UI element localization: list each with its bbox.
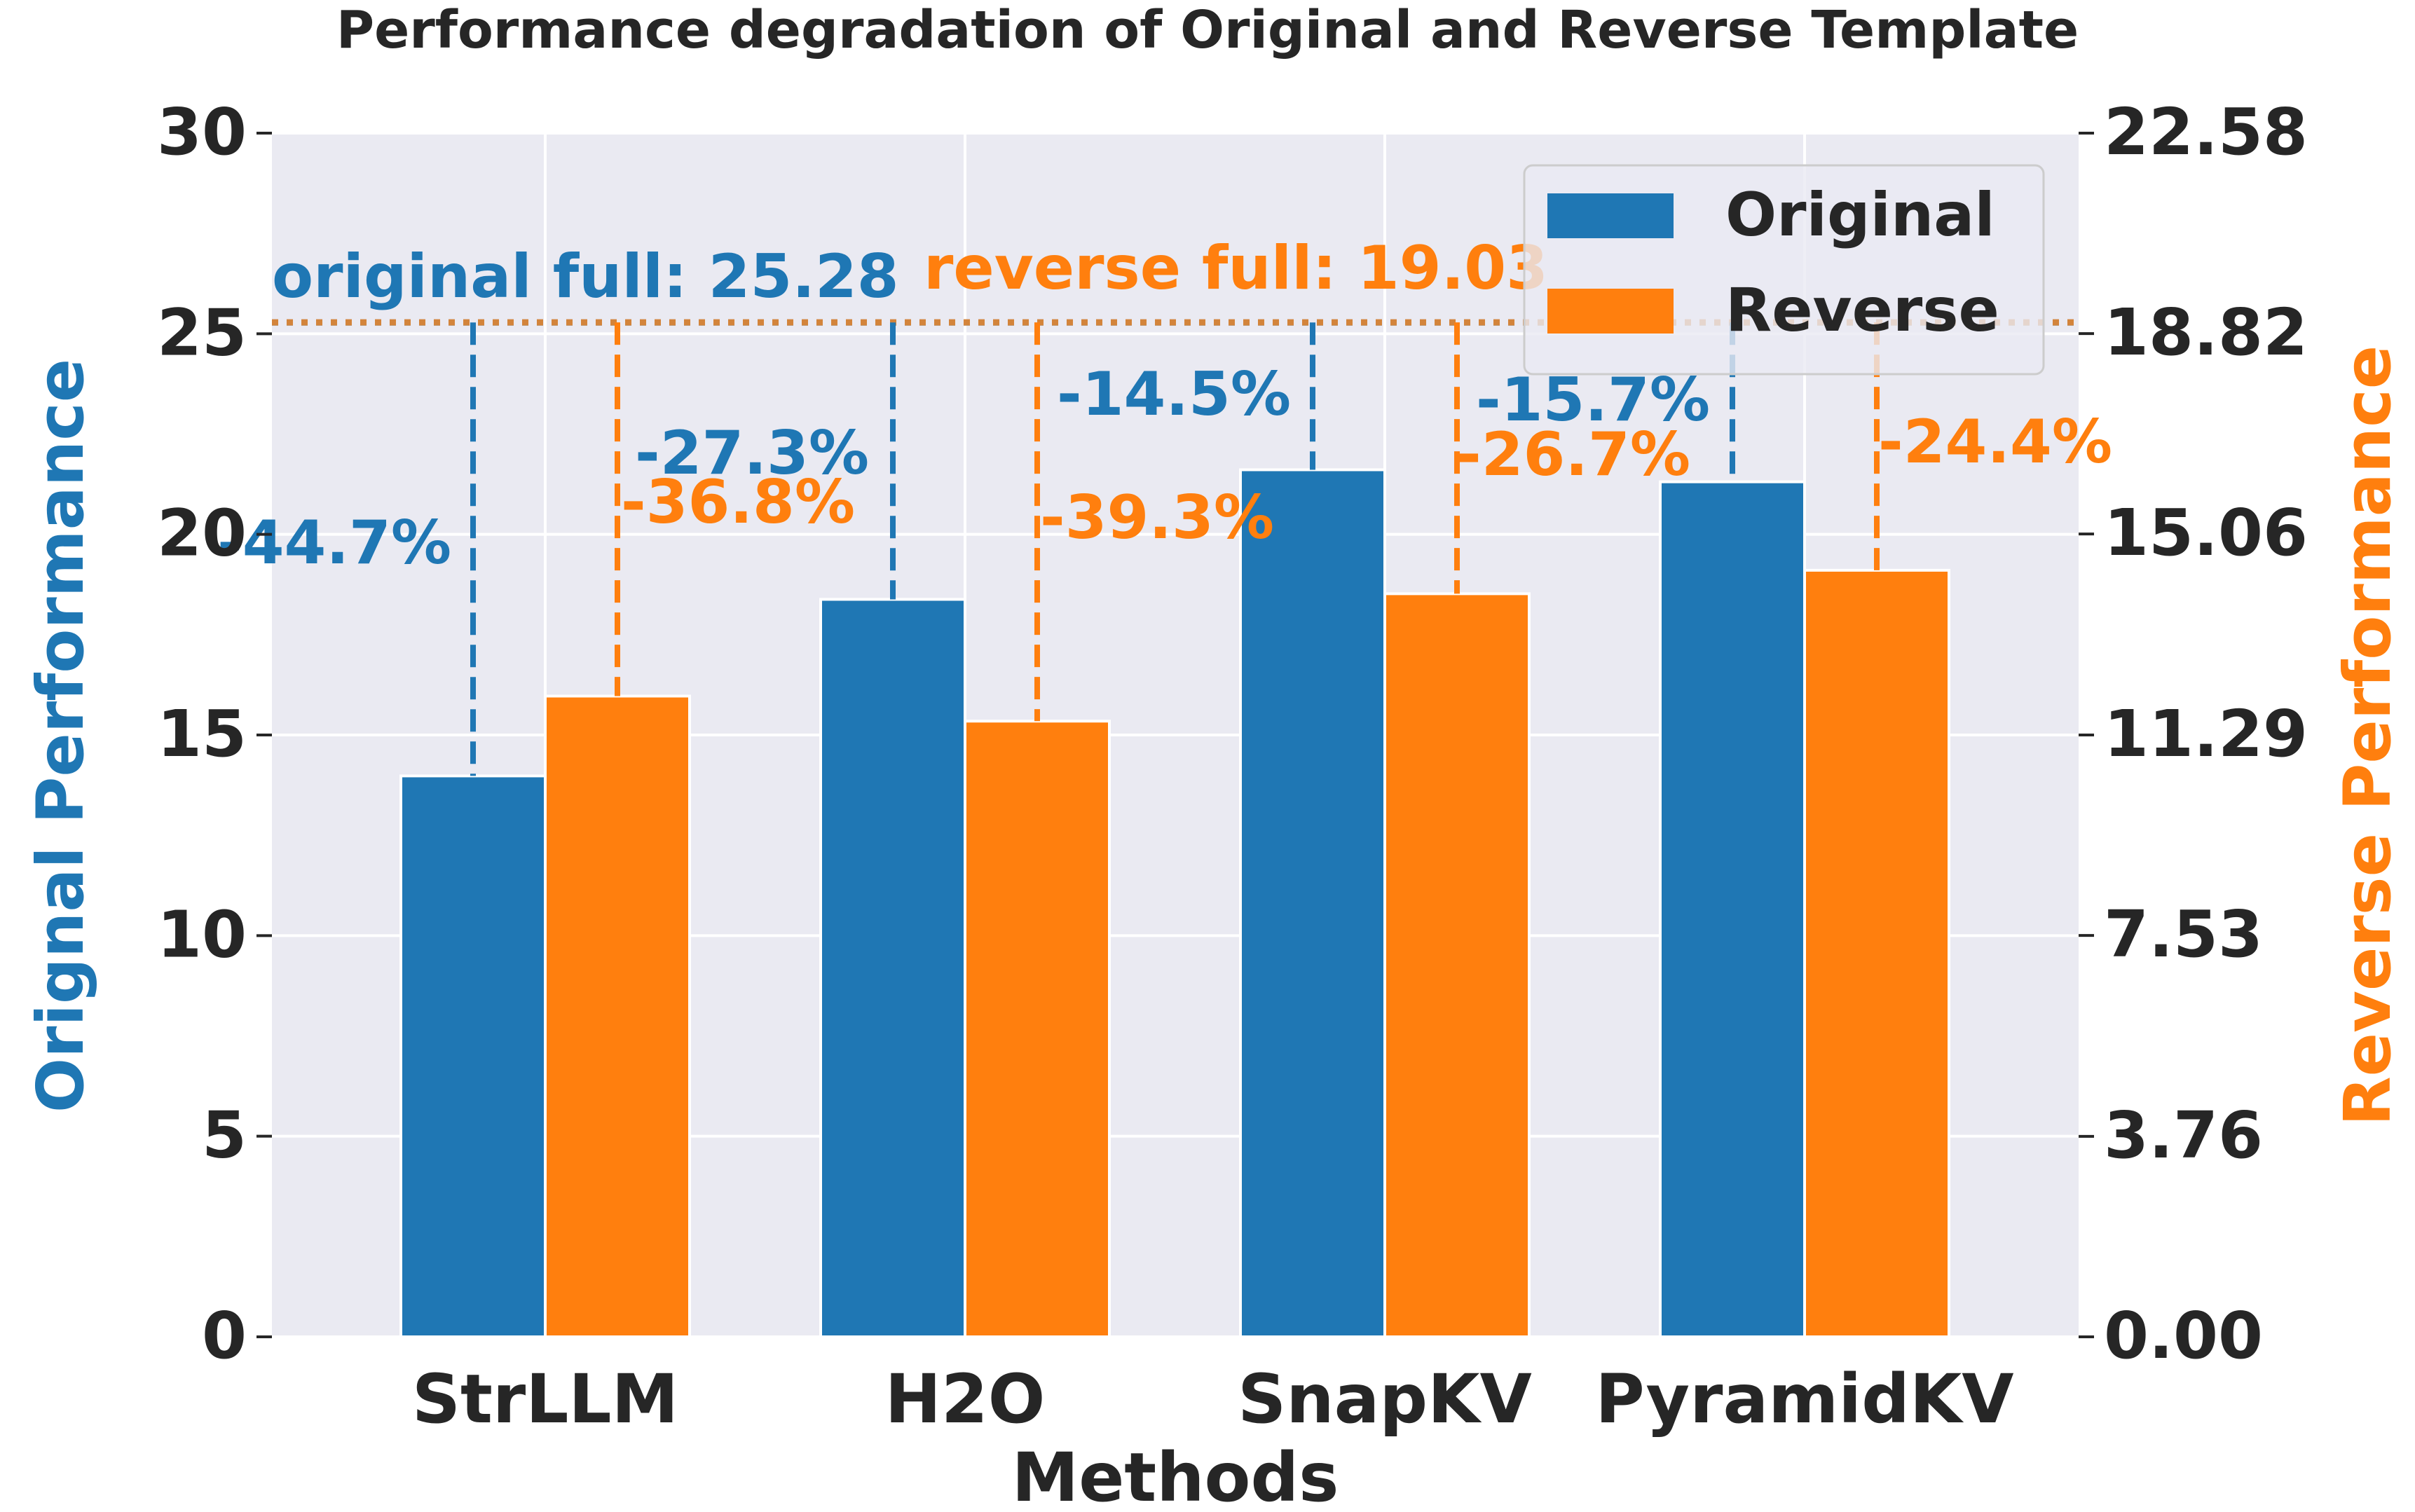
bar-reverse [544,694,691,1338]
legend: Original Reverse [1523,164,2045,376]
bar-reverse [964,720,1111,1338]
x-tick-label: StrLLM [412,1360,678,1438]
bar-original [819,598,966,1338]
degradation-label-original: -27.3% [635,418,869,488]
y-tick-right-label: 18.82 [2104,295,2308,370]
y-tick-left-label: 15 [157,696,247,771]
legend-label-original: Original [1725,180,1995,250]
y-tick-left-label: 5 [202,1098,247,1173]
axes: 0 5 10 15 20 25 30 0.00 3.76 7.53 11.29 15.06 18.82 2… [157,95,2308,1438]
y-axis-label-right: Reverse Performance [2330,345,2405,1126]
legend-swatch-original [1547,193,1674,238]
y-tick-left-label: 20 [157,496,247,571]
degradation-label-reverse: -36.8% [621,467,855,537]
y-tick-left-label: 30 [157,95,247,170]
legend-label-reverse: Reverse [1725,275,1999,345]
degradation-lines: -44.7% -27.3% -14.5% -15.7% -36.8% -39.3% -26.… [217,322,2112,776]
x-tick-label: PyramidKV [1595,1360,2013,1438]
degradation-label-original: -44.7% [217,508,451,578]
y-tick-left-label: 0 [202,1298,247,1373]
bar-original [399,774,547,1338]
y-tick-left-label: 10 [157,897,247,972]
y-tick-right-label: 0.00 [2104,1298,2263,1373]
y-tick-right-label: 3.76 [2104,1098,2263,1173]
y-tick-right-label: 11.29 [2104,696,2308,771]
y-axis-label-left: Orignal Performance [23,359,98,1113]
bars [399,468,1950,1339]
bar-reverse [1803,568,1950,1339]
x-tick-label: H2O [885,1360,1046,1438]
degradation-label-reverse: -26.7% [1456,420,1690,490]
reference-label-reverse: reverse full: 19.03 [924,233,1548,303]
bar-reverse [1383,592,1531,1339]
y-tick-right-label: 22.58 [2104,95,2308,170]
bar-original [1659,480,1806,1338]
degradation-label-original: -14.5% [1057,359,1291,429]
legend-swatch-reverse [1547,289,1674,334]
chart-title: Performance degradation of Original and … [336,0,2079,60]
x-tick-label: SnapKV [1238,1360,1532,1438]
y-tick-right-label: 7.53 [2104,897,2263,972]
degradation-label-original: -15.7% [1476,365,1710,435]
reference-label-original: original full: 25.28 [272,242,899,312]
y-tick-left-label: 25 [157,295,247,370]
bar-original [1239,468,1386,1339]
x-axis-label: Methods [1012,1438,1339,1512]
degradation-label-reverse: -24.4% [1878,407,2112,477]
y-tick-right-label: 15.06 [2104,495,2308,570]
degradation-label-reverse: -39.3% [1040,483,1274,553]
